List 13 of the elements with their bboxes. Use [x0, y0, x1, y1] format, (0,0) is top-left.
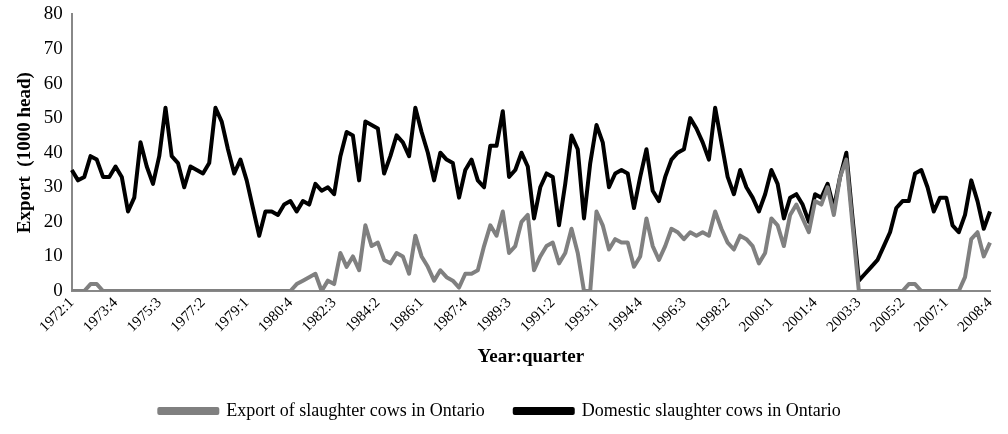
y-tick-label: 10: [43, 244, 63, 266]
x-axis-title: Year:quarter: [477, 344, 585, 366]
legend-label: Export of slaughter cows in Ontario: [226, 399, 485, 420]
y-tick-label: 80: [43, 2, 63, 24]
legend-label: Domestic slaughter cows in Ontario: [581, 399, 841, 420]
y-axis-title: Export (1000 head): [13, 72, 36, 234]
y-tick-label: 30: [43, 175, 63, 197]
y-tick-label: 0: [53, 278, 63, 300]
y-tick-label: 40: [43, 140, 63, 162]
y-tick-label: 60: [43, 71, 63, 93]
y-tick-label: 20: [43, 209, 63, 231]
y-tick-label: 70: [43, 36, 63, 58]
y-tick-label: 50: [43, 106, 63, 128]
